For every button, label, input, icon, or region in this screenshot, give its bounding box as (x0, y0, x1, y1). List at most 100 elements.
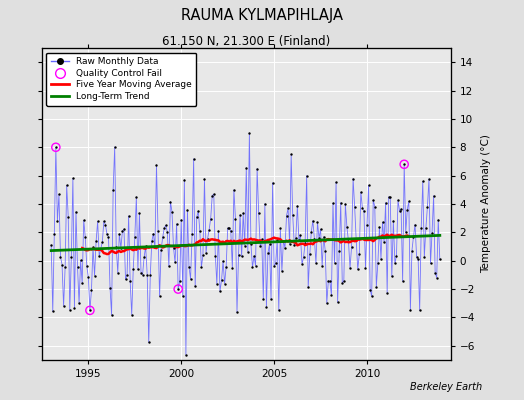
Point (434, 216, 442, 223)
Point (137, 269, 145, 276)
Point (148, 238, 156, 244)
Point (234, 252, 243, 258)
Point (160, 225, 168, 231)
Point (93, 218, 102, 225)
Point (361, 264, 369, 271)
Point (352, 237, 361, 243)
Point (378, 219, 387, 225)
Point (395, 208, 403, 214)
Point (394, 197, 402, 203)
Point (388, 273, 396, 280)
Point (403, 206, 411, 213)
Point (366, 286, 374, 293)
Point (134, 266, 142, 273)
Point (364, 182, 373, 188)
Point (296, 232, 304, 238)
Point (386, 194, 395, 200)
Point (70, 305, 79, 311)
Point (255, 210, 263, 216)
Point (92, 238, 100, 244)
Point (73, 264, 82, 271)
Point (330, 260, 339, 266)
Point (347, 244, 356, 250)
Point (400, 161, 408, 168)
Point (89, 244, 97, 250)
Point (326, 278, 334, 284)
Point (287, 151, 296, 158)
Point (156, 293, 164, 299)
Point (406, 306, 414, 313)
Point (294, 237, 303, 243)
Point (49, 308, 57, 315)
Point (130, 234, 139, 240)
Point (383, 290, 391, 296)
Point (273, 237, 281, 243)
Point (355, 251, 364, 258)
Point (324, 278, 333, 284)
Point (96, 245, 105, 252)
Point (211, 252, 220, 259)
Point (225, 225, 233, 231)
Point (117, 245, 125, 251)
Point (298, 261, 306, 267)
Point (154, 228, 162, 234)
Point (120, 226, 128, 232)
Point (59, 303, 68, 309)
Point (67, 254, 75, 260)
Point (351, 204, 359, 210)
Point (270, 263, 278, 269)
Text: RAUMA KYLMAPIHLAJA: RAUMA KYLMAPIHLAJA (181, 8, 343, 23)
Point (64, 214, 72, 220)
Point (320, 234, 328, 240)
Point (200, 176, 209, 182)
Point (239, 210, 247, 216)
Point (349, 175, 357, 182)
Point (103, 231, 111, 237)
Point (416, 307, 424, 314)
Point (216, 288, 224, 295)
Point (417, 224, 425, 231)
Point (247, 241, 255, 247)
Point (237, 253, 246, 260)
Legend: Raw Monthly Data, Quality Control Fail, Five Year Moving Average, Long-Term Tren: Raw Monthly Data, Quality Control Fail, … (47, 52, 196, 106)
Point (53, 218, 62, 224)
Point (302, 172, 311, 179)
Point (409, 233, 418, 240)
Point (206, 216, 215, 222)
Point (61, 264, 69, 270)
Point (397, 206, 405, 212)
Point (369, 197, 377, 203)
Point (357, 189, 365, 196)
Point (242, 164, 250, 171)
Point (279, 237, 288, 244)
Point (112, 244, 121, 250)
Point (336, 200, 345, 206)
Point (281, 245, 289, 251)
Point (267, 296, 275, 302)
Point (332, 179, 340, 185)
Point (244, 249, 252, 255)
Point (165, 263, 173, 270)
Point (367, 293, 376, 299)
Point (307, 229, 315, 235)
Point (122, 276, 130, 283)
Point (163, 229, 171, 235)
Point (375, 224, 384, 230)
Point (88, 287, 96, 293)
Point (278, 268, 286, 274)
Point (259, 296, 267, 302)
Point (84, 274, 93, 281)
Point (138, 272, 147, 278)
Point (414, 256, 422, 262)
Point (431, 270, 439, 276)
Text: Berkeley Earth: Berkeley Earth (410, 382, 482, 392)
Point (309, 218, 317, 224)
Point (343, 224, 351, 230)
Point (157, 246, 165, 253)
Point (145, 339, 153, 346)
Point (86, 307, 94, 314)
Point (236, 212, 244, 218)
Point (90, 272, 99, 279)
Point (222, 264, 231, 270)
Point (354, 266, 362, 272)
